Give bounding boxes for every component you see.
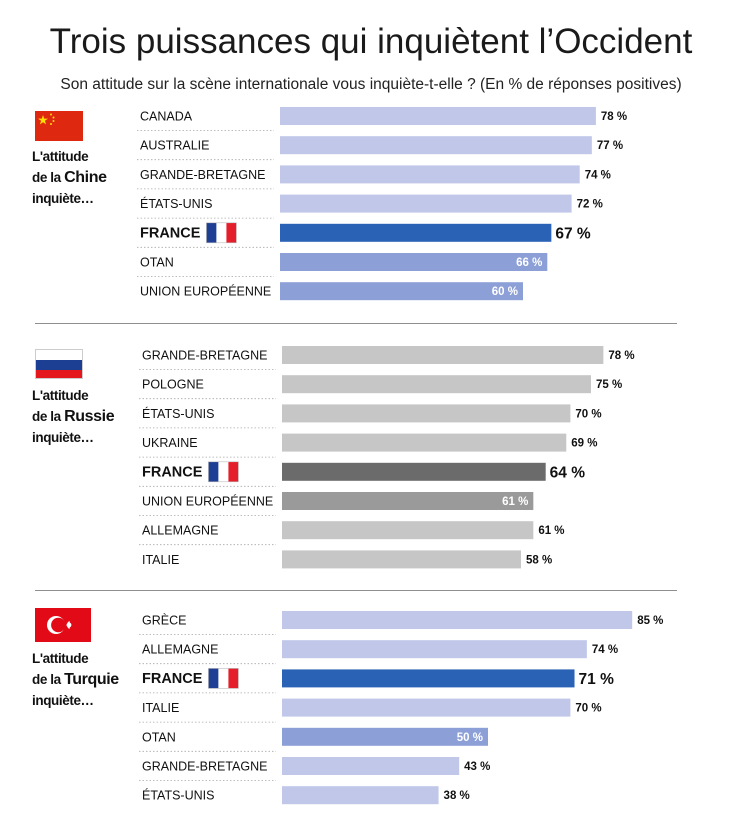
china-flag-icon — [35, 111, 83, 141]
value-label: 61 % — [538, 525, 564, 537]
value-label: 71 % — [579, 671, 615, 688]
bar-france — [280, 223, 552, 242]
bar-otan — [282, 727, 488, 746]
value-label: 61 % — [502, 496, 528, 508]
value-label: 69 % — [571, 438, 597, 450]
value-label: 78 % — [608, 350, 634, 362]
category-label: ÉTATS-UNIS — [142, 406, 214, 421]
value-label: 58 % — [526, 554, 552, 566]
value-label: 70 % — [575, 408, 601, 420]
bar--tats-unis — [282, 404, 571, 423]
value-label: 60 % — [492, 286, 518, 298]
bar-pologne — [282, 375, 591, 394]
bar-grande-bretagne — [282, 757, 460, 775]
chart-subtitle: Son attitude sur la scène internationale… — [60, 76, 682, 93]
panel-label-turkey: L'attitude de la Turquie inquiète… — [32, 648, 119, 711]
bar-union-europ-enne — [282, 492, 534, 510]
panel-turkey: L'attitude de la Turquie inquiète… — [0, 596, 742, 822]
value-label: 85 % — [637, 615, 663, 627]
bar-france — [282, 462, 546, 481]
label-line-3: inquiète… — [32, 693, 94, 708]
value-label: 70 % — [575, 703, 601, 715]
bar-australie — [280, 136, 592, 155]
bar-allemagne — [282, 640, 587, 659]
bar-ukraine — [282, 433, 567, 452]
category-label: ALLEMAGNE — [142, 524, 218, 538]
category-label: GRANDE-BRETAGNE — [142, 760, 267, 774]
bar-gr-ce — [282, 611, 633, 629]
category-label: GRANDE-BRETAGNE — [142, 349, 267, 363]
bar-allemagne — [282, 521, 534, 540]
label-line-2: de la Chine — [32, 169, 107, 186]
category-label: ITALIE — [142, 553, 179, 567]
bar-italie — [282, 550, 521, 569]
category-label: GRÈCE — [142, 613, 186, 628]
label-line-1: L'attitude — [32, 388, 89, 403]
turkey-flag-icon — [35, 608, 91, 642]
france-flag-icon — [208, 461, 239, 483]
bar-grande-bretagne — [280, 165, 580, 184]
category-label: UKRAINE — [142, 436, 198, 450]
category-label: FRANCE — [140, 225, 201, 241]
bar--tats-unis — [282, 786, 439, 805]
category-label: FRANCE — [142, 671, 203, 687]
bar--tats-unis — [280, 194, 572, 213]
value-label: 64 % — [550, 464, 586, 481]
category-label: ALLEMAGNE — [142, 643, 218, 657]
value-label: 66 % — [516, 257, 542, 269]
label-line-1: L'attitude — [32, 651, 89, 666]
category-label: POLOGNE — [142, 378, 204, 392]
bar-otan — [280, 253, 548, 271]
value-label: 74 % — [585, 169, 611, 181]
bar-italie — [282, 698, 571, 717]
value-label: 75 % — [596, 379, 622, 391]
value-label: 77 % — [597, 140, 623, 152]
value-label: 38 % — [444, 790, 470, 802]
category-label: FRANCE — [142, 464, 203, 480]
russia-flag-icon — [35, 349, 83, 379]
category-label: OTAN — [142, 730, 176, 744]
label-line-3: inquiète… — [32, 191, 94, 206]
category-label: GRANDE-BRETAGNE — [140, 168, 265, 182]
category-label: ÉTATS-UNIS — [142, 788, 214, 803]
label-line-1: L'attitude — [32, 149, 89, 164]
label-line-2: de la Turquie — [32, 671, 119, 688]
category-label: ITALIE — [142, 701, 179, 715]
category-label: AUSTRALIE — [140, 139, 209, 153]
chart-title: Trois puissances qui inquiètent l’Occide… — [49, 22, 693, 61]
category-label: ÉTATS-UNIS — [140, 196, 212, 211]
separator — [35, 323, 677, 324]
france-flag-icon — [206, 222, 237, 244]
value-label: 72 % — [577, 199, 603, 211]
separator — [35, 590, 677, 591]
value-label: 67 % — [555, 225, 591, 242]
bar-canada — [280, 107, 596, 125]
category-label: UNION EUROPÉENNE — [142, 494, 273, 509]
bar-union-europ-enne — [280, 282, 523, 301]
value-label: 43 % — [464, 761, 490, 773]
panel-label-russia: L'attitude de la Russie inquiète… — [32, 385, 115, 448]
bar-france — [282, 669, 575, 688]
category-label: UNION EUROPÉENNE — [140, 284, 271, 299]
value-label: 50 % — [457, 732, 483, 744]
panel-china: L'attitude de la Chine inquiète… — [0, 0, 742, 330]
panel-russia: L'attitude de la Russie inquiète… — [0, 330, 742, 590]
value-label: 78 % — [601, 111, 627, 123]
value-label: 74 % — [592, 644, 618, 656]
label-line-2: de la Russie — [32, 408, 115, 425]
france-flag-icon — [208, 668, 239, 689]
panel-label-china: L'attitude de la Chine inquiète… — [32, 146, 107, 209]
category-label: OTAN — [140, 256, 174, 270]
category-label: CANADA — [140, 110, 193, 124]
label-line-3: inquiète… — [32, 430, 94, 445]
bar-grande-bretagne — [282, 346, 604, 364]
